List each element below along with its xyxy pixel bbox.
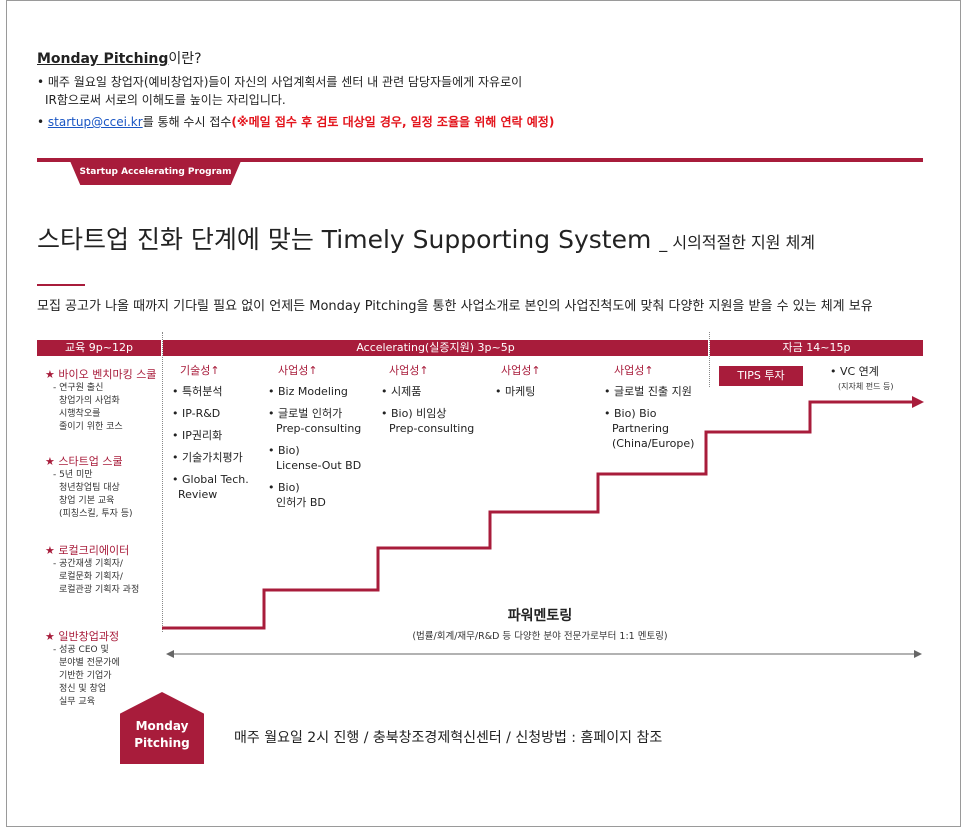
phase-accelerating: Accelerating(실증지원) 3p~5p <box>163 340 708 356</box>
intro-bullet-1-line-1: • 매주 월요일 창업자(예비창업자)들이 자신의 사업계획서를 센터 내 관련… <box>37 75 523 89</box>
divider-1 <box>162 332 163 632</box>
mentoring-subtitle: (법률/회계/재무/R&D 등 다양한 분야 전문가로부터 1:1 멘토링) <box>412 631 668 642</box>
program-local-desc: - 공간재생 기획자/ 로컬문화 기획자/ 로컬관광 기획자 과정 <box>53 559 140 595</box>
program-startup-desc: - 5년 미만 청년창업팀 대상 창업 기본 교육 (피칭스킬, 투자 등) <box>53 470 133 519</box>
intro-title: Monday Pitching이란? <box>37 51 202 67</box>
mentoring-arrow-left <box>166 650 174 658</box>
intro-bullet-2: • startup@ccei.kr를 통해 수시 접수(※메일 접수 후 검토 … <box>37 115 555 129</box>
program-tab: Startup Accelerating Program <box>70 161 241 185</box>
phase-funding: 자금 14~15p <box>710 340 923 356</box>
program-bio-head: ★ 바이오 벤치마킹 스쿨 <box>45 368 157 381</box>
program-general-desc: - 성공 CEO 및 분야별 전문가에 기반한 기업가 정신 및 창업 실무 교… <box>53 645 120 707</box>
divider-2 <box>709 332 710 387</box>
intro-bullet-1-line-2: IR함으로써 서로의 이해도를 높이는 자리입니다. <box>45 93 286 107</box>
phase-education: 교육 9p~12p <box>37 340 161 356</box>
email-link[interactable]: startup@ccei.kr <box>47 115 143 129</box>
header-rule <box>37 158 923 162</box>
tips-badge: TIPS 투자 <box>719 366 803 386</box>
program-general-head: ★ 일반창업과정 <box>45 630 120 643</box>
mentoring-arrow-right <box>914 650 922 658</box>
column-tech: 기술성↑ • 특허분석 • IP-R&D • IP권리화 • 기술가치평가 • … <box>172 364 249 501</box>
vc-label: • VC 연계 <box>830 365 879 378</box>
program-bio-desc: - 연구원 출신 창업가의 사업화 시행착오를 줄이기 위한 코스 <box>53 383 123 432</box>
column-biz-2: 사업성↑ • 시제품 • Bio) 비임상 Prep-consulting <box>381 364 475 435</box>
column-biz-1: 사업성↑ • Biz Modeling • 글로벌 인허가 Prep-consu… <box>268 364 362 509</box>
mentoring-title: 파워멘토링 <box>507 608 573 624</box>
main-title: 스타트업 진화 단계에 맞는 Timely Supporting System … <box>37 225 816 254</box>
vc-sub: (지자체 펀드 등) <box>838 382 894 391</box>
growth-staircase <box>162 400 912 630</box>
column-biz-4: 사업성↑ • 글로벌 진출 지원 • Bio) Bio Partnering (… <box>604 364 695 450</box>
description: 모집 공고가 나올 때까지 기다릴 필요 없이 언제든 Monday Pitch… <box>37 299 873 314</box>
program-startup-head: ★ 스타트업 스쿨 <box>45 455 123 468</box>
footer-info: 매주 월요일 2시 진행 / 충북창조경제혁신센터 / 신청방법 : 홈페이지 … <box>234 730 663 746</box>
staircase-arrowhead <box>912 396 924 408</box>
program-local-head: ★ 로컬크리에이터 <box>45 544 130 557</box>
monday-pitching-label: Monday Pitching <box>134 719 190 750</box>
warning-text: (※메일 접수 후 검토 대상일 경우, 일정 조율을 위해 연락 예정) <box>231 115 555 129</box>
column-biz-3: 사업성↑ • 마케팅 <box>495 364 541 398</box>
title-underline <box>37 284 85 286</box>
